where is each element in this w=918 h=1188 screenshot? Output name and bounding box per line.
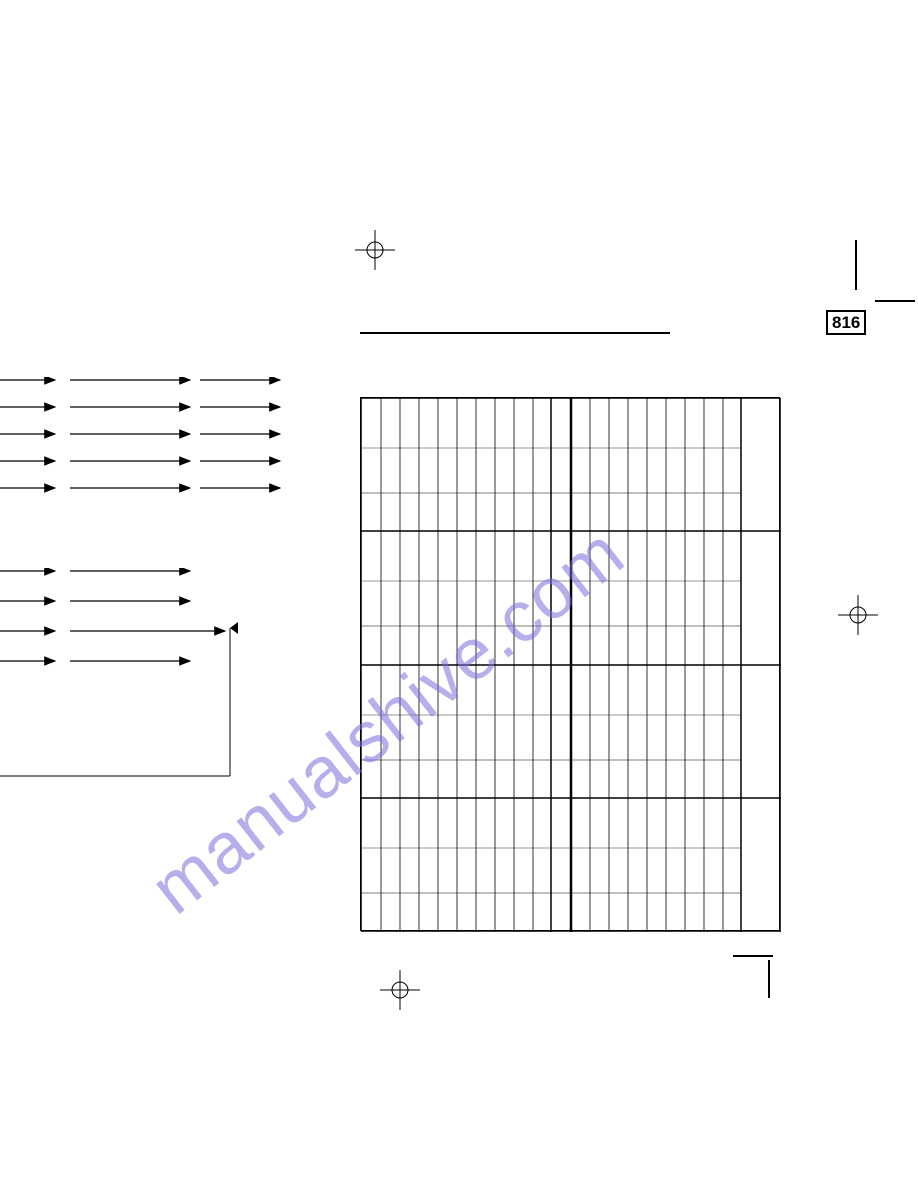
corner-connector [0, 618, 245, 778]
registration-mark-top [355, 230, 395, 270]
page-number: 816 [826, 310, 866, 335]
scorecard-grid [360, 397, 780, 931]
crop-mark-tr-v [855, 240, 857, 290]
registration-mark-bottom [380, 970, 420, 1010]
crop-mark-br-h [733, 955, 773, 957]
crop-mark-br-v [768, 960, 770, 998]
arrow-block-1 [0, 377, 290, 517]
header-rule [360, 332, 670, 334]
registration-mark-right [838, 595, 878, 635]
crop-mark-tr-h [875, 300, 915, 302]
